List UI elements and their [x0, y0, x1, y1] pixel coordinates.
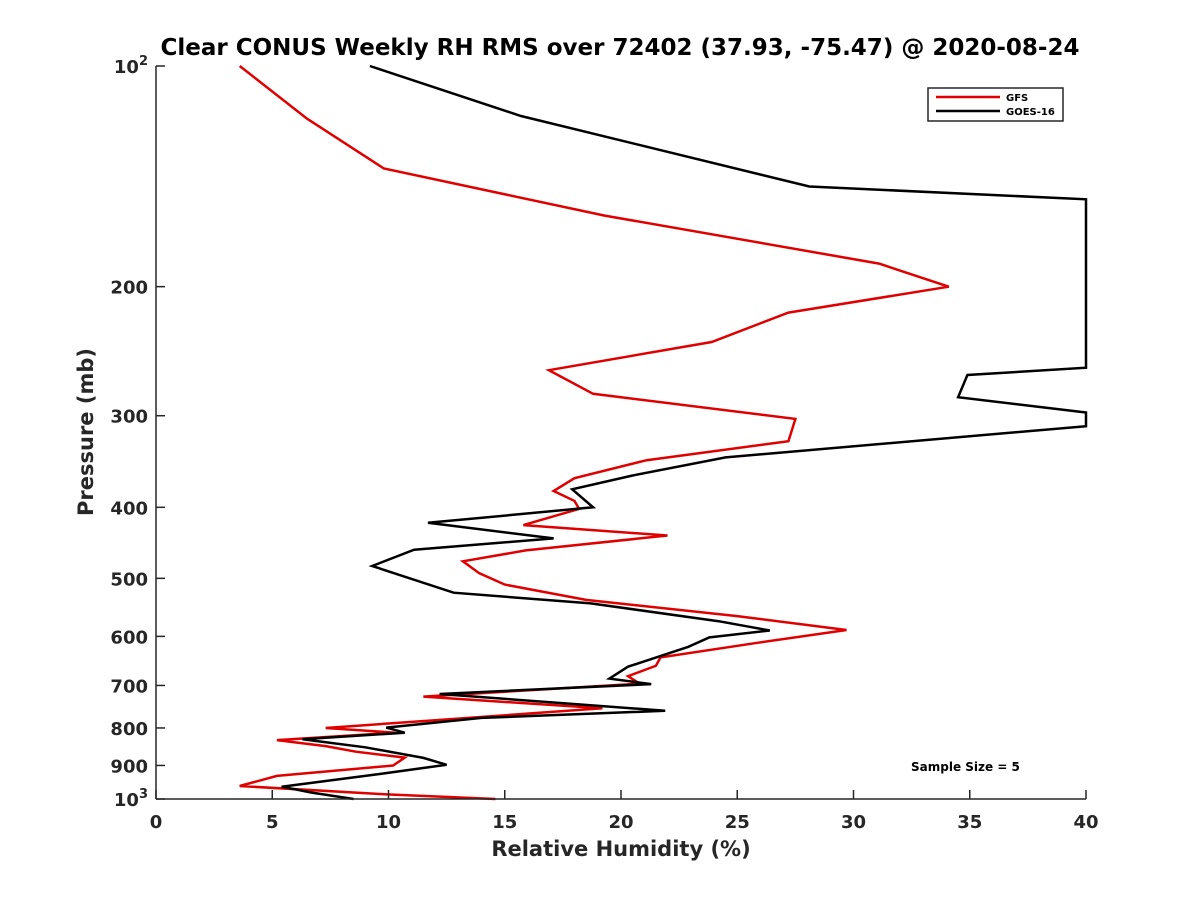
y-tick-label: 300	[110, 407, 148, 428]
plot-area	[156, 66, 1086, 799]
y-tick-label: 500	[110, 569, 148, 590]
x-tick-label: 5	[266, 812, 279, 833]
y-axis-ticks: 102 200 300 400 500 600 700 800 900 103	[110, 54, 165, 811]
legend-label-gfs: GFS	[1006, 93, 1028, 104]
chart-title: Clear CONUS Weekly RH RMS over 72402 (37…	[161, 35, 1080, 61]
x-axis-label: Relative Humidity (%)	[491, 837, 750, 861]
sample-size-annotation: Sample Size = 5	[911, 760, 1020, 774]
y-tick-label: 800	[110, 719, 148, 740]
y-tick-label: 200	[110, 278, 148, 299]
x-tick-label: 40	[1073, 812, 1098, 833]
y-tick-label: 102	[114, 54, 148, 78]
x-tick-label: 25	[725, 812, 750, 833]
series-line-goes16	[281, 64, 1088, 801]
x-tick-label: 0	[150, 812, 163, 833]
x-tick-label: 20	[608, 812, 633, 833]
x-axis-ticks: 0 5 10 15 20 25 30 35 40	[150, 790, 1099, 833]
y-tick-label: 900	[110, 756, 148, 777]
y-tick-label: 700	[110, 676, 148, 697]
x-tick-label: 35	[957, 812, 982, 833]
legend-label-goes16: GOES-16	[1006, 107, 1055, 118]
x-tick-label: 30	[841, 812, 866, 833]
y-tick-label: 103	[114, 787, 148, 811]
legend: GFS GOES-16	[927, 87, 1064, 122]
x-tick-label: 15	[492, 812, 517, 833]
y-tick-label: 600	[110, 627, 148, 648]
series-line-gfs	[238, 65, 950, 801]
legend-box	[927, 87, 1064, 122]
y-axis-label: Pressure (mb)	[74, 348, 98, 516]
series-layer	[238, 64, 1088, 801]
x-tick-label: 10	[376, 812, 401, 833]
y-tick-label: 400	[110, 498, 148, 519]
